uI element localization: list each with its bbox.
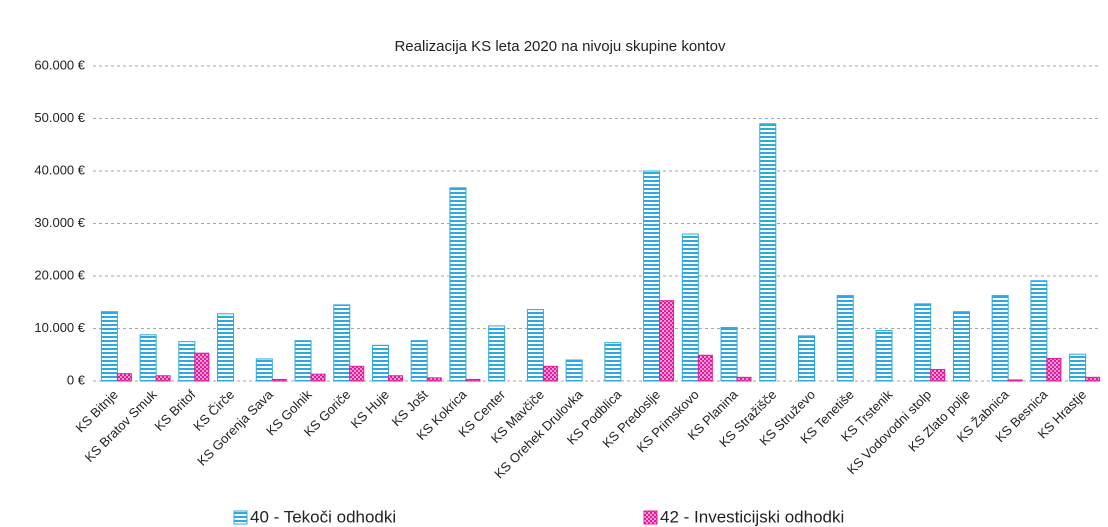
- bar: [465, 378, 481, 382]
- x-tick-label: KS Britof: [151, 387, 198, 434]
- bar: [371, 344, 389, 382]
- bar: [604, 342, 622, 382]
- bar: [100, 311, 118, 382]
- legend-swatch: [233, 510, 248, 525]
- bar: [155, 375, 171, 382]
- bar: [720, 326, 738, 382]
- bar: [271, 378, 287, 382]
- x-tick-label: KS Huje: [348, 387, 392, 431]
- bar: [178, 341, 196, 382]
- bar: [387, 375, 403, 382]
- x-tick-label: KS Bratov Smuk: [82, 387, 160, 465]
- bar: [449, 187, 467, 382]
- bar: [565, 359, 583, 382]
- bar: [410, 340, 428, 382]
- bar: [875, 330, 893, 382]
- y-tick-label: 40.000 €: [34, 162, 85, 177]
- bar: [526, 309, 544, 382]
- bar: [488, 325, 506, 382]
- legend-swatch: [643, 510, 658, 525]
- y-tick-label: 20.000 €: [34, 267, 85, 282]
- bar: [426, 377, 442, 382]
- legend-label: 40 - Tekoči odhodki: [250, 507, 396, 526]
- bar: [294, 340, 312, 382]
- bar: [333, 304, 351, 382]
- bar: [759, 123, 777, 382]
- bar: [116, 373, 132, 382]
- bar: [681, 233, 699, 382]
- bar: [255, 358, 273, 382]
- bar: [991, 294, 1009, 382]
- y-tick-label: 60.000 €: [34, 57, 85, 72]
- bar: [1046, 357, 1062, 382]
- bar: [930, 368, 946, 382]
- bar: [836, 294, 854, 382]
- legend-label: 42 - Investicijski odhodki: [660, 507, 844, 526]
- bar: [310, 373, 326, 382]
- bar: [952, 311, 970, 382]
- y-tick-label: 30.000 €: [34, 215, 85, 230]
- y-tick-label: 0 €: [67, 372, 86, 387]
- chart-title: Realizacija KS leta 2020 na nivoju skupi…: [394, 38, 726, 55]
- bar: [194, 352, 210, 382]
- bar: [542, 365, 558, 382]
- bar: [798, 335, 816, 382]
- bar: [1030, 280, 1048, 382]
- bar: [659, 300, 675, 382]
- bar: [697, 354, 713, 382]
- bar: [643, 170, 661, 382]
- bar: [349, 365, 365, 382]
- bar: [139, 334, 157, 382]
- bar: [1085, 376, 1101, 382]
- bar: [1007, 379, 1023, 382]
- bar: [217, 313, 235, 382]
- bar: [914, 303, 932, 382]
- bar: [1069, 353, 1087, 382]
- bar: [736, 376, 752, 382]
- y-tick-label: 50.000 €: [34, 110, 85, 125]
- y-tick-label: 10.000 €: [34, 320, 85, 335]
